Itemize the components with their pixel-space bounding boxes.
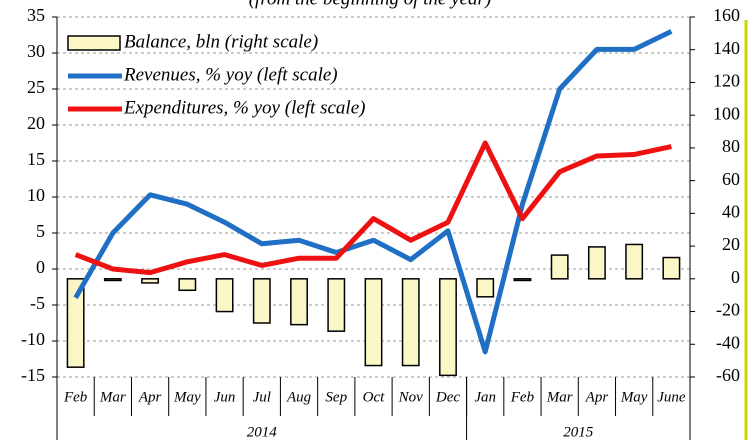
y-tick-label: -5: [30, 293, 45, 313]
y2-tick-label: -60: [716, 365, 740, 385]
bar: [215, 278, 234, 313]
y2-tick-label: 100: [713, 103, 740, 123]
y2-tick-label: 60: [722, 169, 740, 189]
x-tick-label: Jun: [214, 389, 236, 405]
bar: [103, 278, 122, 282]
x-tick-label: Mar: [99, 389, 126, 405]
subtitle: (from the beginning of the year): [249, 0, 492, 9]
y2-tick-label: 20: [722, 234, 740, 254]
x-tick-label: May: [173, 389, 201, 405]
x-tick-label: Dec: [435, 389, 460, 405]
x-tick-label: Sep: [325, 389, 347, 405]
bar: [662, 256, 681, 280]
x-tick-label: May: [620, 389, 648, 405]
x-tick-label: Jul: [253, 389, 271, 405]
x-tick-label: Apr: [585, 389, 609, 405]
x-tick-label: Feb: [63, 389, 88, 405]
y-tick-label: 35: [27, 5, 45, 25]
bar: [66, 278, 85, 368]
legend-label: Balance, bln (right scale): [124, 31, 318, 52]
x-tick-label: Jan: [474, 389, 496, 405]
legend-swatch: [67, 35, 121, 51]
legend-label: Revenues, % yoy (left scale): [123, 64, 338, 85]
bar: [290, 278, 308, 326]
line: [74, 140, 672, 276]
bar: [401, 278, 420, 367]
y2-tick-label: 0: [731, 267, 740, 287]
group-label: 2015: [563, 424, 594, 440]
x-tick-label: Oct: [363, 389, 385, 405]
bar: [587, 246, 606, 280]
y2-tick-label: 120: [713, 71, 740, 91]
bar: [141, 278, 160, 284]
y2-tick-label: -20: [716, 300, 740, 320]
y-tick-label: 25: [27, 77, 45, 97]
y-tick-label: -15: [21, 365, 45, 385]
y-tick-label: 30: [27, 41, 45, 61]
legend-label: Expenditures, % yoy (left scale): [123, 97, 365, 118]
y-tick-label: 0: [36, 257, 45, 277]
y2-tick-label: 40: [722, 201, 740, 221]
x-tick-label: Apr: [138, 389, 162, 405]
bar: [364, 278, 383, 367]
y-tick-label: 20: [27, 113, 45, 133]
y-tick-label: 5: [36, 221, 45, 241]
x-tick-label: Nov: [398, 389, 424, 405]
bar: [625, 243, 644, 280]
y-tick-label: 15: [27, 149, 45, 169]
bar: [513, 278, 532, 282]
y2-tick-label: 80: [722, 136, 740, 156]
bar: [476, 278, 495, 298]
y2-tick-label: -40: [716, 332, 740, 352]
y-tick-label: 10: [27, 185, 45, 205]
bar: [327, 278, 346, 332]
y2-tick-label: 160: [713, 5, 740, 25]
y-tick-label: -10: [21, 329, 45, 349]
x-tick-label: Feb: [510, 389, 535, 405]
x-tick-label: Mar: [546, 389, 573, 405]
bar: [252, 278, 271, 324]
bar: [178, 278, 197, 292]
x-tick-label: Aug: [286, 389, 312, 405]
y2-tick-label: 140: [713, 38, 740, 58]
bar: [550, 254, 569, 280]
line: [73, 29, 673, 355]
x-tick-label: June: [657, 389, 686, 405]
bar: [439, 278, 457, 377]
group-label: 2014: [247, 424, 278, 440]
